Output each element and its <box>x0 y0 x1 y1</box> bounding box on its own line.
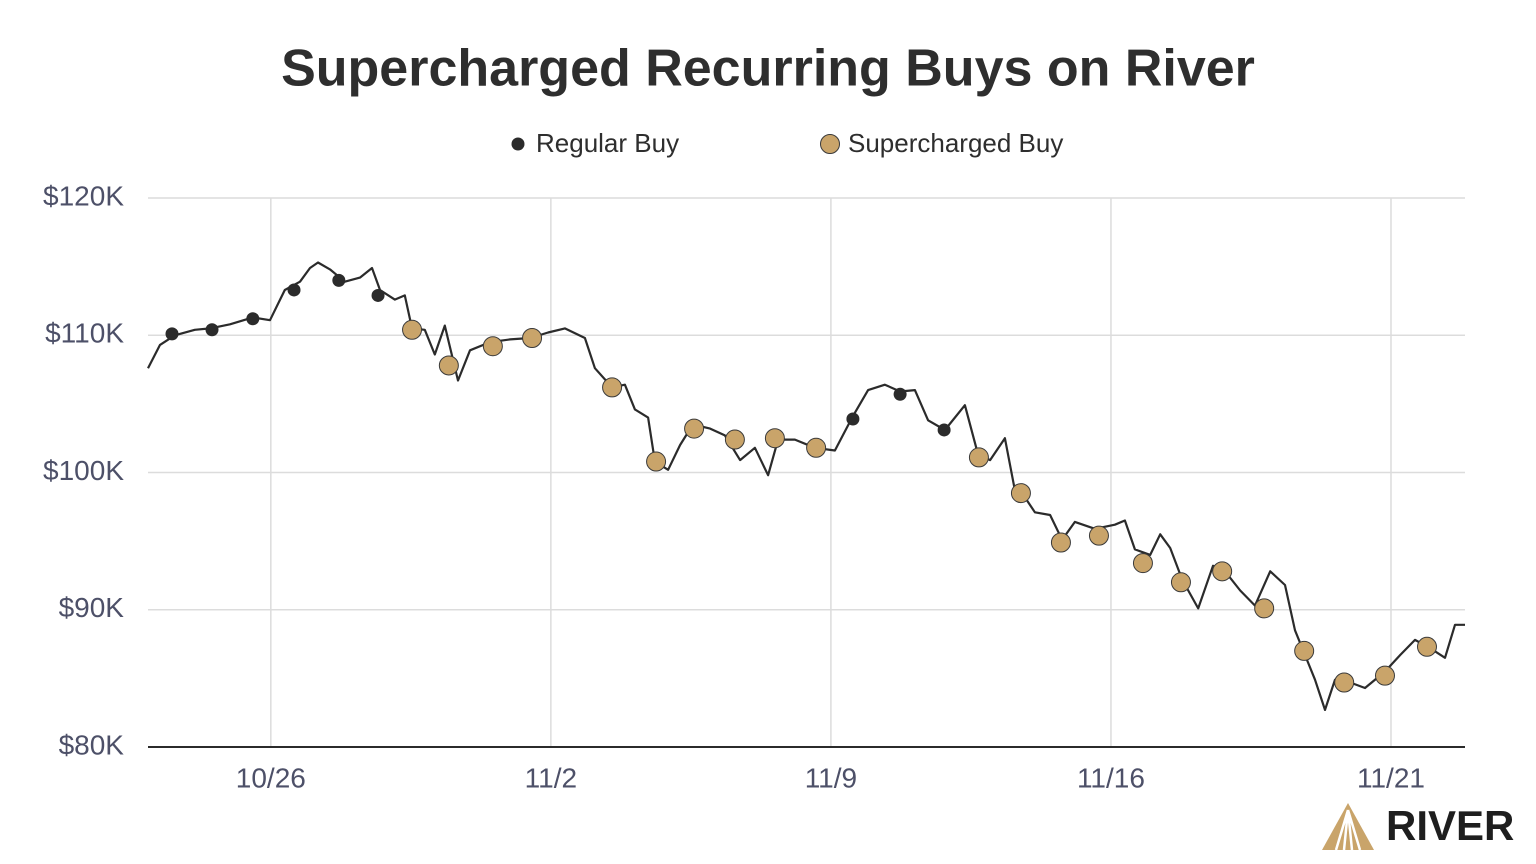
buy-marker <box>764 428 785 449</box>
buy-marker <box>1132 553 1153 574</box>
grid <box>148 197 1465 748</box>
buy-marker <box>684 418 705 439</box>
y-tick-label: $80K <box>59 729 125 760</box>
buy-marker <box>1050 532 1071 553</box>
x-tick-label: 11/16 <box>1077 762 1145 793</box>
buy-marker <box>246 312 260 326</box>
buy-marker <box>287 283 301 297</box>
buy-marker <box>893 387 907 401</box>
logo-icon-lines <box>1334 809 1362 851</box>
buy-marker <box>1010 483 1031 504</box>
buy-marker <box>1374 665 1395 686</box>
buy-marker <box>522 327 543 348</box>
logo-text: RIVER <box>1386 802 1514 849</box>
y-tick-label: $100K <box>43 455 124 486</box>
buy-marker <box>482 336 503 357</box>
x-tick-label: 11/21 <box>1357 762 1425 793</box>
logo-icon <box>1322 803 1374 850</box>
buy-marker <box>937 423 951 437</box>
x-tick-label: 11/2 <box>525 762 577 793</box>
buy-marker <box>1212 561 1233 582</box>
buy-marker <box>968 447 989 468</box>
buy-marker <box>646 451 667 472</box>
buy-marker <box>1170 572 1191 593</box>
buy-marker <box>602 377 623 398</box>
buy-marker <box>438 355 459 376</box>
chart-title: Supercharged Recurring Buys on River <box>281 40 1255 98</box>
x-tick-label: 10/26 <box>236 762 306 793</box>
legend-marker <box>511 137 525 151</box>
buy-marker <box>165 327 179 341</box>
y-tick-label: $120K <box>43 180 124 211</box>
buy-marker <box>846 412 860 426</box>
legend-marker <box>820 134 840 154</box>
buy-marker <box>332 273 346 287</box>
buy-marker <box>371 288 385 302</box>
buy-marker <box>1294 640 1315 661</box>
x-tick-label: 11/9 <box>805 762 857 793</box>
price-line <box>147 261 1465 711</box>
buy-marker <box>1254 598 1275 619</box>
buy-marker <box>1334 672 1355 693</box>
legend-label: Regular Buy <box>536 128 679 158</box>
buy-marker <box>724 429 745 450</box>
buy-marker <box>806 437 827 458</box>
buy-marker <box>1416 636 1437 657</box>
y-tick-label: $110K <box>45 318 124 349</box>
legend-label: Supercharged Buy <box>848 128 1063 158</box>
y-tick-label: $90K <box>59 592 125 623</box>
logo: RIVER <box>1322 802 1514 851</box>
buy-marker <box>205 323 219 337</box>
buy-marker <box>1088 525 1109 546</box>
buy-marker <box>402 319 423 340</box>
